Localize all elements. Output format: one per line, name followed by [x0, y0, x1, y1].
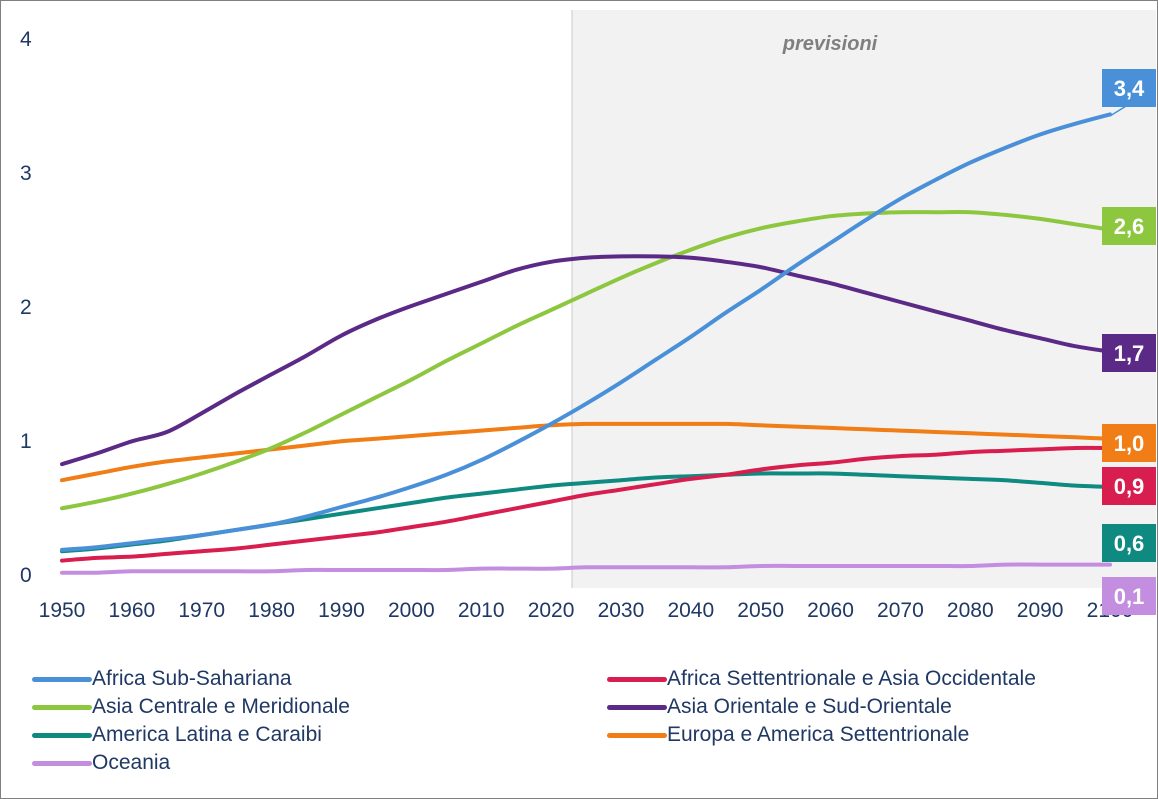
end-value-label: 1,7: [1102, 334, 1156, 372]
end-value-label: 0,9: [1102, 467, 1156, 505]
legend-swatch: [32, 704, 92, 710]
legend-swatch: [607, 676, 667, 682]
series-lines: [60, 112, 1112, 575]
end-value-box: [1102, 69, 1156, 107]
legend-label: Oceania: [92, 751, 171, 774]
legend-item: Europa e America Settentrionale: [607, 721, 969, 749]
end-value-text: 3,4: [1114, 76, 1145, 101]
legend-item: Africa Sub-Sahariana: [32, 665, 292, 693]
x-tick-label: 1950: [39, 599, 86, 622]
end-value-text: 1,0: [1114, 431, 1145, 456]
x-tick-label: 2040: [667, 599, 714, 622]
x-tick-label: 2010: [458, 599, 505, 622]
x-tick-label: 2090: [1017, 599, 1064, 622]
x-tick-label: 2060: [807, 599, 854, 622]
end-value-box: [1102, 207, 1156, 245]
legend-swatch: [32, 732, 92, 738]
x-tick-label: 2050: [737, 599, 784, 622]
series-line: [60, 445, 1112, 563]
x-tick-label: 2020: [528, 599, 575, 622]
x-tick-label: 2080: [947, 599, 994, 622]
end-value-label: 0,6: [1102, 524, 1156, 562]
end-value-label: 0,1: [1102, 577, 1156, 615]
forecast-region: previsioni: [571, 10, 1156, 588]
end-value-box: [1102, 467, 1156, 505]
forecast-label: previsioni: [782, 33, 878, 55]
end-value-label: 3,4: [1102, 69, 1156, 107]
legend-swatch: [607, 704, 667, 710]
end-value-box: [1102, 524, 1156, 562]
end-value-text: 0,6: [1114, 531, 1145, 556]
legend-label: America Latina e Caraibi: [92, 723, 322, 746]
end-labels: 3,4 0,9 2,6 1,7 0,6 1,0 0,1: [1102, 69, 1156, 615]
y-tick-label: 2: [20, 296, 32, 319]
series-line: [60, 421, 1112, 483]
x-tick-label: 2000: [388, 599, 435, 622]
end-value-box: [1102, 424, 1156, 462]
end-value-box: [1102, 577, 1156, 615]
legend-label: Africa Settentrionale e Asia Occidentale: [667, 667, 1036, 690]
end-value-label: 1,0: [1102, 424, 1156, 462]
end-value-text: 0,1: [1114, 584, 1145, 609]
legend-swatch: [32, 760, 92, 766]
series-line: [60, 562, 1112, 575]
legend-item: Asia Orientale e Sud-Orientale: [607, 693, 952, 721]
legend-swatch: [32, 676, 92, 682]
x-tick-label: 2070: [877, 599, 924, 622]
y-tick-label: 3: [20, 162, 32, 185]
x-axis: 1950 1960 1970 1980 1990 2000 2010 2020 2030 2040…: [39, 599, 1134, 622]
legend-swatch: [607, 732, 667, 738]
end-value-label: 2,6: [1102, 207, 1156, 245]
end-value-text: 0,9: [1114, 474, 1145, 499]
x-tick-label: 1970: [178, 599, 225, 622]
y-tick-label: 4: [20, 28, 32, 51]
legend-label: Africa Sub-Sahariana: [92, 667, 292, 690]
legend-item: America Latina e Caraibi: [32, 721, 322, 749]
y-axis: 0 1 2 3 4: [20, 28, 32, 587]
y-tick-label: 0: [20, 564, 32, 587]
legend-item: Oceania: [32, 749, 170, 777]
end-value-text: 2,6: [1114, 214, 1145, 239]
legend: Africa Sub-Sahariana Africa Settentrional…: [0, 660, 1158, 790]
forecast-shading: [572, 10, 1156, 588]
series-line: [60, 210, 1112, 511]
series-line: [60, 112, 1112, 552]
legend-item: Asia Centrale e Meridionale: [32, 693, 350, 721]
line-chart: previsioni 0 1 2 3 4 1950 1960 1970 1980 1990 200…: [20, 10, 1156, 622]
legend-item: Africa Settentrionale e Asia Occidentale: [607, 665, 1036, 693]
x-tick-label: 1960: [109, 599, 156, 622]
series-line: [60, 254, 1112, 467]
label-leader: [1109, 102, 1132, 117]
x-tick-label: 1980: [248, 599, 295, 622]
end-value-box: [1102, 334, 1156, 372]
x-tick-label: 2030: [598, 599, 645, 622]
legend-label: Asia Orientale e Sud-Orientale: [667, 695, 952, 718]
end-value-text: 1,7: [1114, 341, 1145, 366]
y-tick-label: 1: [20, 430, 32, 453]
legend-label: Europa e America Settentrionale: [667, 723, 970, 746]
legend-label: Asia Centrale e Meridionale: [92, 695, 350, 718]
x-tick-label: 1990: [318, 599, 365, 622]
